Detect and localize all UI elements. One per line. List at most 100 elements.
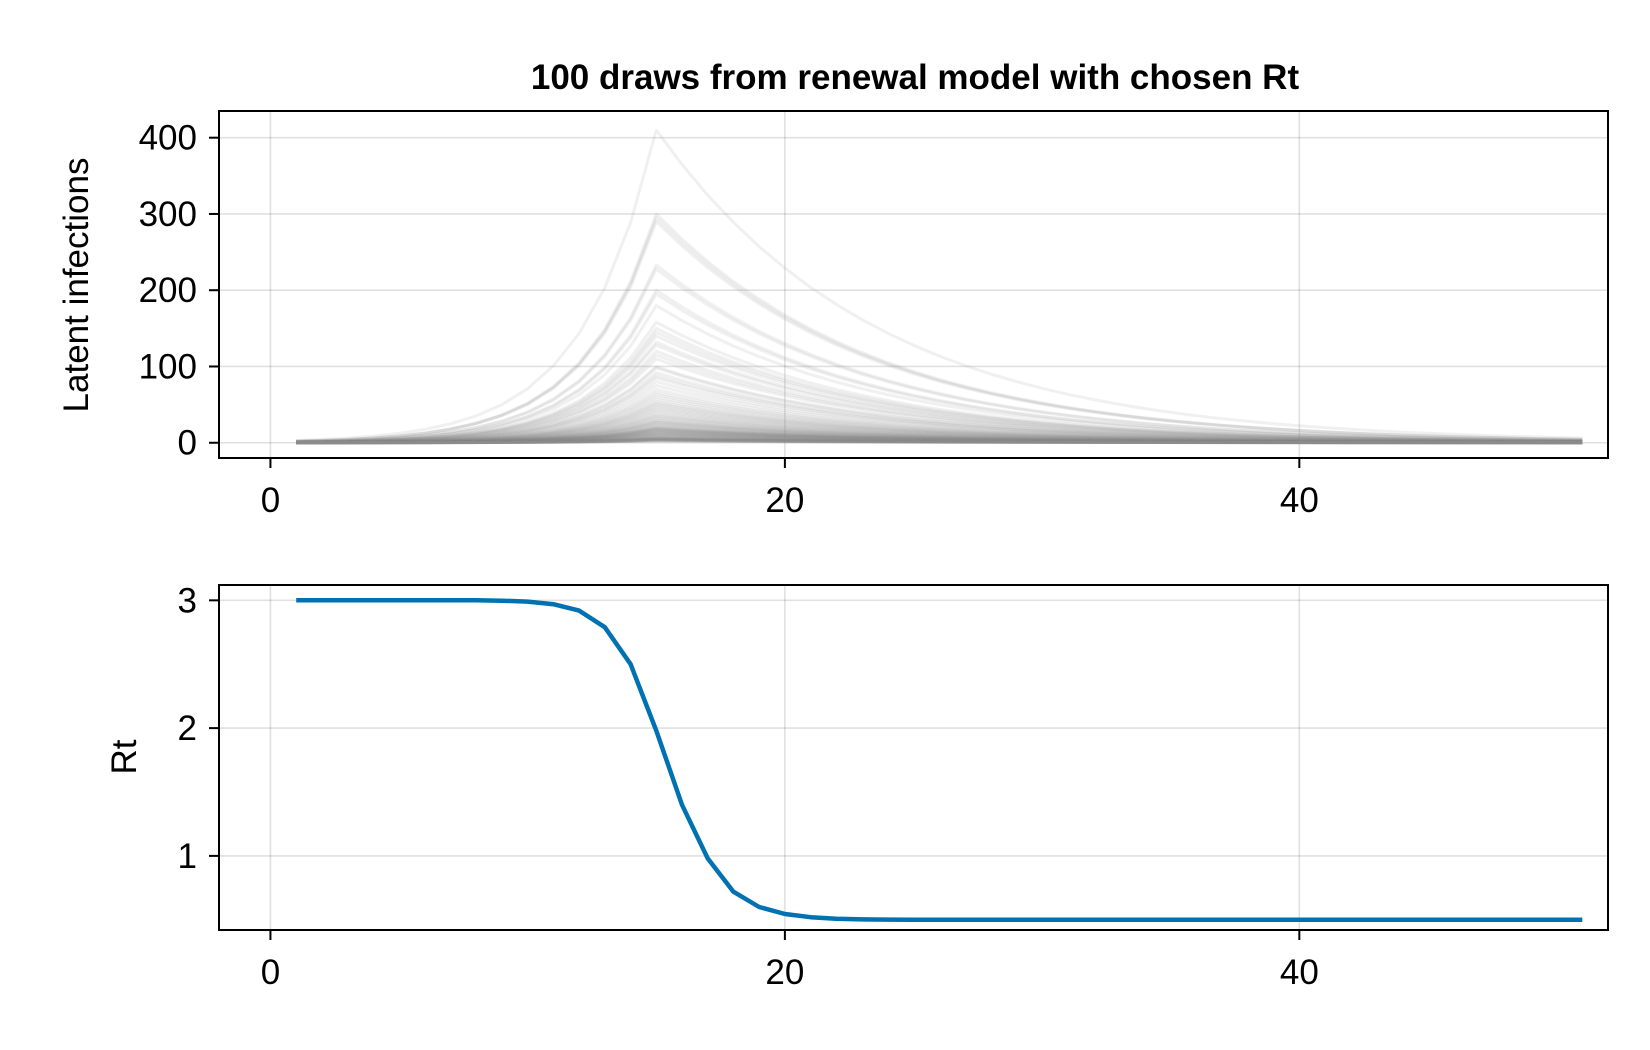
- infection-draw-line: [296, 292, 1583, 444]
- infection-draw-line: [296, 220, 1583, 443]
- infection-draw-line: [296, 428, 1583, 445]
- infection-draw-line: [296, 427, 1583, 445]
- infection-draw-line: [296, 419, 1583, 445]
- infections-y-tick-label: 400: [139, 119, 197, 158]
- infection-draw-line: [296, 439, 1583, 445]
- infection-draw-line: [296, 425, 1583, 445]
- infection-draw-line: [296, 437, 1583, 445]
- infection-draw-line: [296, 429, 1583, 445]
- infection-draw-line: [296, 436, 1583, 445]
- infection-draw-line: [296, 407, 1583, 444]
- infection-draw-line: [296, 393, 1583, 444]
- infections-x-tick-label: 20: [765, 481, 804, 520]
- infection-draw-line: [296, 432, 1583, 445]
- infection-draw-line: [296, 376, 1583, 444]
- infection-draw-line: [296, 431, 1583, 445]
- infection-draw-line: [296, 437, 1583, 445]
- infection-draw-line: [296, 432, 1583, 445]
- infection-draw-line: [296, 406, 1583, 444]
- infection-draw-line: [296, 414, 1583, 445]
- infection-draw-line: [296, 330, 1583, 444]
- infection-draw-line: [296, 326, 1583, 444]
- infection-draw-line: [296, 422, 1583, 445]
- infection-draw-line: [296, 267, 1583, 443]
- infection-draw-line: [296, 429, 1583, 445]
- infection-draw-line: [296, 427, 1583, 445]
- infection-draw-line: [296, 416, 1583, 445]
- infection-draw-line: [296, 438, 1583, 445]
- infection-draw-line: [296, 427, 1583, 445]
- infection-draw-line: [296, 334, 1583, 444]
- infection-draw-line: [296, 390, 1583, 444]
- infection-draw-line: [296, 438, 1583, 445]
- infections-y-tick-label: 200: [139, 271, 197, 310]
- rt-y-axis-label: Rt: [105, 739, 144, 774]
- infection-draw-line: [296, 434, 1583, 445]
- rt-y-tick-label: 1: [178, 837, 197, 876]
- infection-draw-line: [296, 429, 1583, 445]
- infection-draw-line: [296, 426, 1583, 445]
- infection-draw-line: [296, 216, 1583, 443]
- infection-draw-line: [296, 438, 1583, 445]
- infections-y-tick-label: 300: [139, 195, 197, 234]
- infection-draw-line: [296, 366, 1583, 444]
- infection-draw-line: [296, 437, 1583, 445]
- infection-draw-line: [296, 437, 1583, 445]
- infection-draw-line: [296, 424, 1583, 445]
- infection-draw-line: [296, 304, 1583, 444]
- infections-y-tick-label: 100: [139, 347, 197, 386]
- infection-draw-line: [296, 438, 1583, 445]
- infections-y-axis-label: Latent infections: [57, 158, 96, 413]
- rt-x-tick-label: 40: [1280, 953, 1319, 992]
- infection-draw-line: [296, 435, 1583, 445]
- rt-x-tick-label: 0: [261, 953, 280, 992]
- infection-draw-line: [296, 436, 1583, 445]
- infections-x-tick-label: 40: [1280, 481, 1319, 520]
- infection-draw-line: [296, 437, 1583, 445]
- infection-draw-line: [296, 384, 1583, 444]
- rt-panel: 0 20 40 1 2 3 Rt: [105, 581, 1609, 992]
- infection-draw-line: [296, 421, 1583, 445]
- infection-draw-line: [296, 320, 1583, 444]
- infection-draw-line: [296, 403, 1583, 444]
- infection-draw-line: [296, 380, 1583, 444]
- rt-x-tick-label: 20: [765, 953, 804, 992]
- infection-draw-line: [296, 423, 1583, 445]
- infection-draw-line: [296, 349, 1583, 444]
- rt-line: [296, 598, 1583, 923]
- infection-draw-line: [296, 412, 1583, 444]
- infection-draw-line: [296, 420, 1583, 445]
- chart-title: 100 draws from renewal model with chosen…: [531, 58, 1300, 97]
- infection-draw-line: [296, 426, 1583, 445]
- infection-draw-line: [296, 431, 1583, 445]
- infection-draw-line: [296, 428, 1583, 445]
- infection-draw-line: [296, 430, 1583, 445]
- infection-draw-line: [296, 353, 1583, 444]
- rt-y-tick-label: 3: [178, 581, 197, 620]
- infection-draw-line: [296, 439, 1583, 445]
- infections-y-tick-label: 0: [178, 424, 197, 463]
- infection-draw-line: [296, 401, 1583, 444]
- infection-draw-line: [296, 419, 1583, 445]
- infection-draw-line: [296, 418, 1583, 445]
- infections-x-tick-label: 0: [261, 481, 280, 520]
- infection-draw-line: [296, 400, 1583, 444]
- rt-plot-frame: [218, 584, 1609, 931]
- infections-plot-frame: [218, 110, 1609, 459]
- infection-draw-line: [296, 263, 1583, 443]
- infection-draw-line: [296, 288, 1583, 444]
- infection-draw-line: [296, 434, 1583, 445]
- infection-draw-line: [296, 409, 1583, 444]
- infection-draw-line: [296, 397, 1583, 444]
- infection-draw-line: [296, 437, 1583, 445]
- infection-draw-line: [296, 426, 1583, 445]
- infection-draw-line: [296, 395, 1583, 444]
- infection-draw-line: [296, 436, 1583, 445]
- infection-draw-line: [296, 431, 1583, 445]
- infection-draw-line: [296, 437, 1583, 445]
- infection-draw-line: [296, 128, 1583, 442]
- infection-draw-line: [296, 416, 1583, 445]
- rt-y-tick-label: 2: [178, 709, 197, 748]
